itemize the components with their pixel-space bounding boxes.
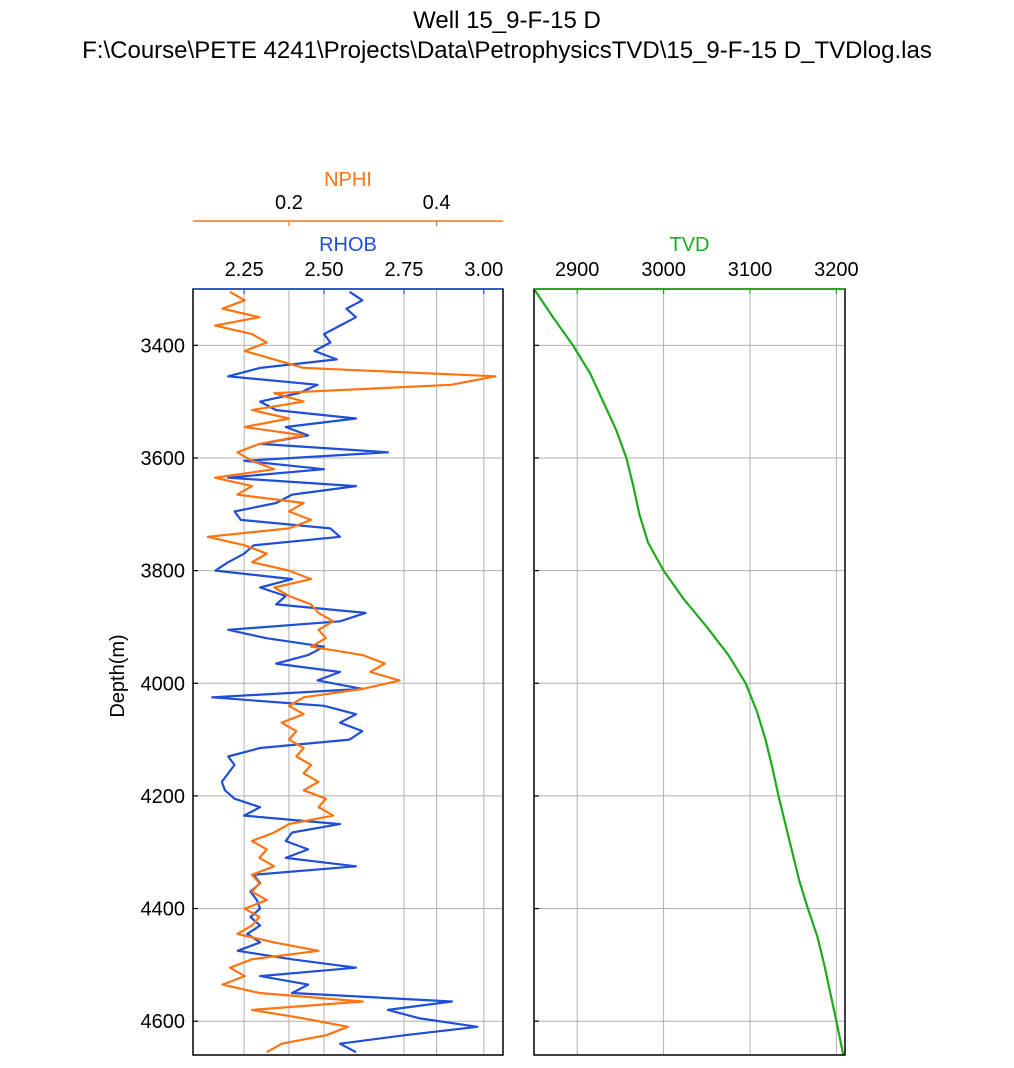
depth-tick-label: 4000: [141, 673, 186, 695]
depth-tick-label: 4200: [141, 786, 186, 808]
nphi-axis-title: NPHI: [324, 169, 372, 191]
rhob-tick-label: 2.25: [225, 259, 264, 281]
right-panel-frame: [533, 288, 846, 1056]
nphi-tick-label: 0.2: [275, 192, 303, 214]
left-series-group: [206, 290, 497, 1054]
rhob-tick-label: 3.00: [464, 259, 503, 281]
tvd-tick-label: 3200: [814, 259, 859, 281]
nphi-tick-label: 0.4: [423, 192, 451, 214]
nphi-series-line: [206, 290, 497, 1054]
depth-tick-label: 3600: [141, 448, 186, 470]
left-panel-frame: [192, 288, 504, 1056]
chart-subtitle: F:\Course\PETE 4241\Projects\Data\Petrop…: [82, 37, 932, 64]
tvd-tick-label: 3100: [728, 259, 773, 281]
rhob-tick-label: 2.75: [384, 259, 423, 281]
title-block: Well 15_9-F-15 D F:\Course\PETE 4241\Pro…: [0, 6, 1014, 66]
chart-title: Well 15_9-F-15 D: [413, 7, 601, 34]
depth-tick-label: 4600: [141, 1011, 186, 1033]
rhob-series-line: [211, 290, 479, 1054]
depth-tick-label: 4400: [141, 899, 186, 921]
depth-axis-title: Depth(m): [107, 634, 129, 717]
rhob-axis-title: RHOB: [319, 234, 377, 256]
rhob-tick-label: 2.50: [305, 259, 344, 281]
depth-tick-label: 3400: [141, 335, 186, 357]
tvd-tick-label: 2900: [555, 259, 600, 281]
tvd-series-line: [533, 288, 845, 1056]
depth-tick-label: 3800: [141, 561, 186, 583]
tvd-tick-label: 3000: [641, 259, 686, 281]
tvd-axis-title: TVD: [670, 234, 710, 256]
